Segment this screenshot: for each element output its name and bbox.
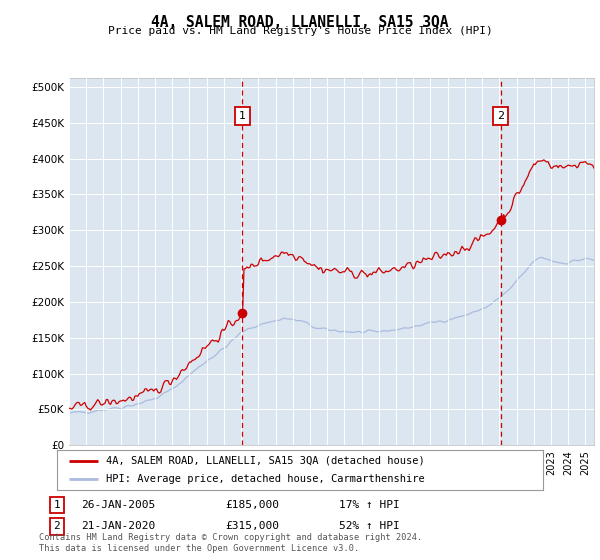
Text: 1: 1 (239, 111, 246, 120)
Text: 52% ↑ HPI: 52% ↑ HPI (339, 521, 400, 531)
Text: 21-JAN-2020: 21-JAN-2020 (81, 521, 155, 531)
Text: £315,000: £315,000 (225, 521, 279, 531)
Text: HPI: Average price, detached house, Carmarthenshire: HPI: Average price, detached house, Carm… (106, 474, 424, 484)
Text: £185,000: £185,000 (225, 500, 279, 510)
Text: Price paid vs. HM Land Registry's House Price Index (HPI): Price paid vs. HM Land Registry's House … (107, 26, 493, 36)
Text: 2: 2 (53, 521, 61, 531)
Text: 17% ↑ HPI: 17% ↑ HPI (339, 500, 400, 510)
Text: 4A, SALEM ROAD, LLANELLI, SA15 3QA: 4A, SALEM ROAD, LLANELLI, SA15 3QA (151, 15, 449, 30)
Text: 26-JAN-2005: 26-JAN-2005 (81, 500, 155, 510)
Text: 2: 2 (497, 111, 504, 120)
Text: 4A, SALEM ROAD, LLANELLI, SA15 3QA (detached house): 4A, SALEM ROAD, LLANELLI, SA15 3QA (deta… (106, 456, 424, 465)
Text: Contains HM Land Registry data © Crown copyright and database right 2024.
This d: Contains HM Land Registry data © Crown c… (39, 533, 422, 553)
Text: 1: 1 (53, 500, 61, 510)
